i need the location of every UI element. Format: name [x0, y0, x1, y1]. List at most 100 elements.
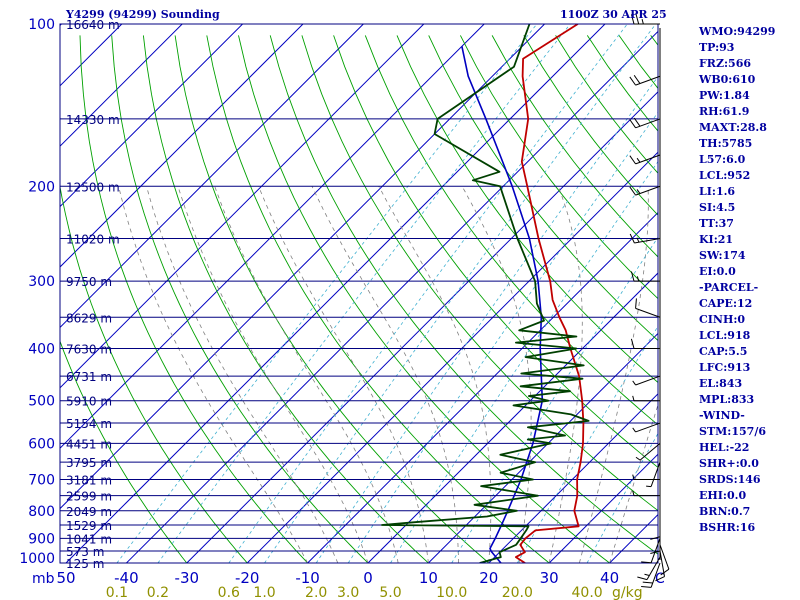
pressure-label: 200 [28, 179, 55, 195]
barb-feather [637, 576, 648, 581]
index-item: L57:6.0 [699, 153, 746, 166]
pressure-label: 300 [28, 274, 55, 290]
barb-feather [650, 536, 661, 540]
height-label: 2599 m [66, 490, 112, 504]
sounding-traces [380, 24, 590, 563]
wind-barb [646, 461, 661, 488]
index-item: MAXT:28.8 [699, 121, 767, 134]
barb-feather [633, 117, 641, 127]
dewpoint-trace [380, 24, 590, 563]
chart-title: Y4299 (94299) Sounding [66, 8, 220, 21]
barb-feather [632, 474, 635, 480]
wind-barb [637, 556, 661, 581]
index-item: MPL:833 [699, 393, 755, 406]
index-item: EL:843 [699, 377, 743, 390]
dry-adiabat [428, 35, 658, 342]
height-label: 7630 m [66, 343, 112, 357]
height-label: 12500 m [66, 180, 120, 194]
index-item: WMO:94299 [699, 25, 776, 38]
temperature-tick-label: 50 [56, 569, 75, 587]
temperature-tick-label: 20 [479, 569, 498, 587]
dry-adiabat [269, 35, 658, 555]
height-label: 4451 m [66, 437, 112, 451]
barb-staff [635, 375, 661, 386]
isotherm [60, 24, 485, 449]
index-item: CAP:5.5 [699, 345, 748, 358]
barb-feather [655, 576, 665, 582]
index-item: -PARCEL- [699, 281, 759, 294]
diagram-grid [60, 24, 658, 563]
wind-barb [629, 185, 661, 196]
dry-adiabat [238, 35, 611, 563]
wind-barb [635, 298, 661, 318]
barb-feather [641, 19, 644, 25]
wind-barb [630, 338, 660, 350]
mixing-ratio-label: 5.0 [379, 585, 401, 600]
mixing-ratio-label: 3.0 [337, 585, 359, 600]
isotherm [307, 211, 658, 563]
wind-barb [659, 544, 670, 576]
height-label: 5154 m [66, 417, 112, 431]
barb-staff [635, 185, 661, 196]
dry-adiabat [60, 184, 248, 563]
pressure-label: 800 [28, 504, 55, 520]
dry-adiabat [364, 35, 658, 426]
barb-feather [633, 75, 641, 84]
mixing-ratio-label: 20.0 [502, 585, 533, 600]
wind-barb [632, 422, 661, 433]
barb-staff [659, 544, 670, 570]
barb-feather [635, 14, 640, 25]
temperature-tick-label: -40 [114, 569, 139, 587]
dry-adiabat [301, 35, 658, 512]
dry-adiabat [111, 35, 369, 563]
pressure-label: 400 [28, 342, 55, 358]
index-item: EI:0.0 [699, 265, 736, 278]
wind-barb [629, 233, 661, 244]
wind-barb [629, 75, 661, 86]
isotherm [246, 151, 658, 563]
index-item: STM:157/6 [699, 425, 766, 438]
pressure-label: 700 [28, 473, 55, 489]
wind-barb [632, 395, 660, 402]
barb-feather [629, 155, 636, 165]
mixing-ratio-label: 10.0 [436, 585, 467, 600]
moist-adiabat [378, 186, 492, 563]
mixing-ratio-label: 40.0 [572, 585, 603, 600]
index-item: LI:1.6 [699, 185, 736, 198]
barb-feather [660, 568, 670, 576]
mixing-ratio-label: 0.2 [147, 585, 169, 600]
mixing-ratio-line [264, 24, 657, 563]
isotherm [60, 24, 425, 389]
temperature-trace [515, 24, 585, 563]
mixing-ratio-unit-label: g/kg [612, 585, 643, 600]
barb-feather [632, 490, 635, 496]
barb-feather [630, 271, 635, 282]
barb-feather [636, 157, 641, 163]
isotherm [428, 332, 658, 563]
barb-feather [632, 380, 636, 386]
dry-adiabat [459, 35, 658, 300]
height-label: 1529 m [66, 519, 112, 533]
isotherm [60, 24, 545, 510]
barb-feather [635, 456, 641, 461]
wind-barb [630, 271, 660, 282]
index-item: HEL:-22 [699, 441, 750, 454]
moist-adiabat [146, 186, 339, 563]
moist-adiabat [609, 403, 658, 563]
index-item: CAPE:12 [699, 297, 753, 310]
temperature-tick-label: 0 [363, 569, 373, 587]
index-item: RH:61.9 [699, 105, 750, 118]
height-label: 9750 m [66, 275, 112, 289]
index-item: BRN:0.7 [699, 505, 751, 518]
mixing-ratio-label: 0.1 [106, 585, 128, 600]
barb-feather [644, 573, 650, 577]
mixing-ratio-line [116, 24, 538, 563]
temperature-tick-label: 30 [540, 569, 559, 587]
dry-adiabat [206, 35, 550, 563]
isotherm [60, 24, 304, 268]
barb-staff [635, 422, 661, 433]
wind-barb [650, 510, 661, 540]
temperature-tick-label: 10 [419, 569, 438, 587]
wind-barb [629, 117, 661, 129]
barb-feather [636, 237, 640, 243]
